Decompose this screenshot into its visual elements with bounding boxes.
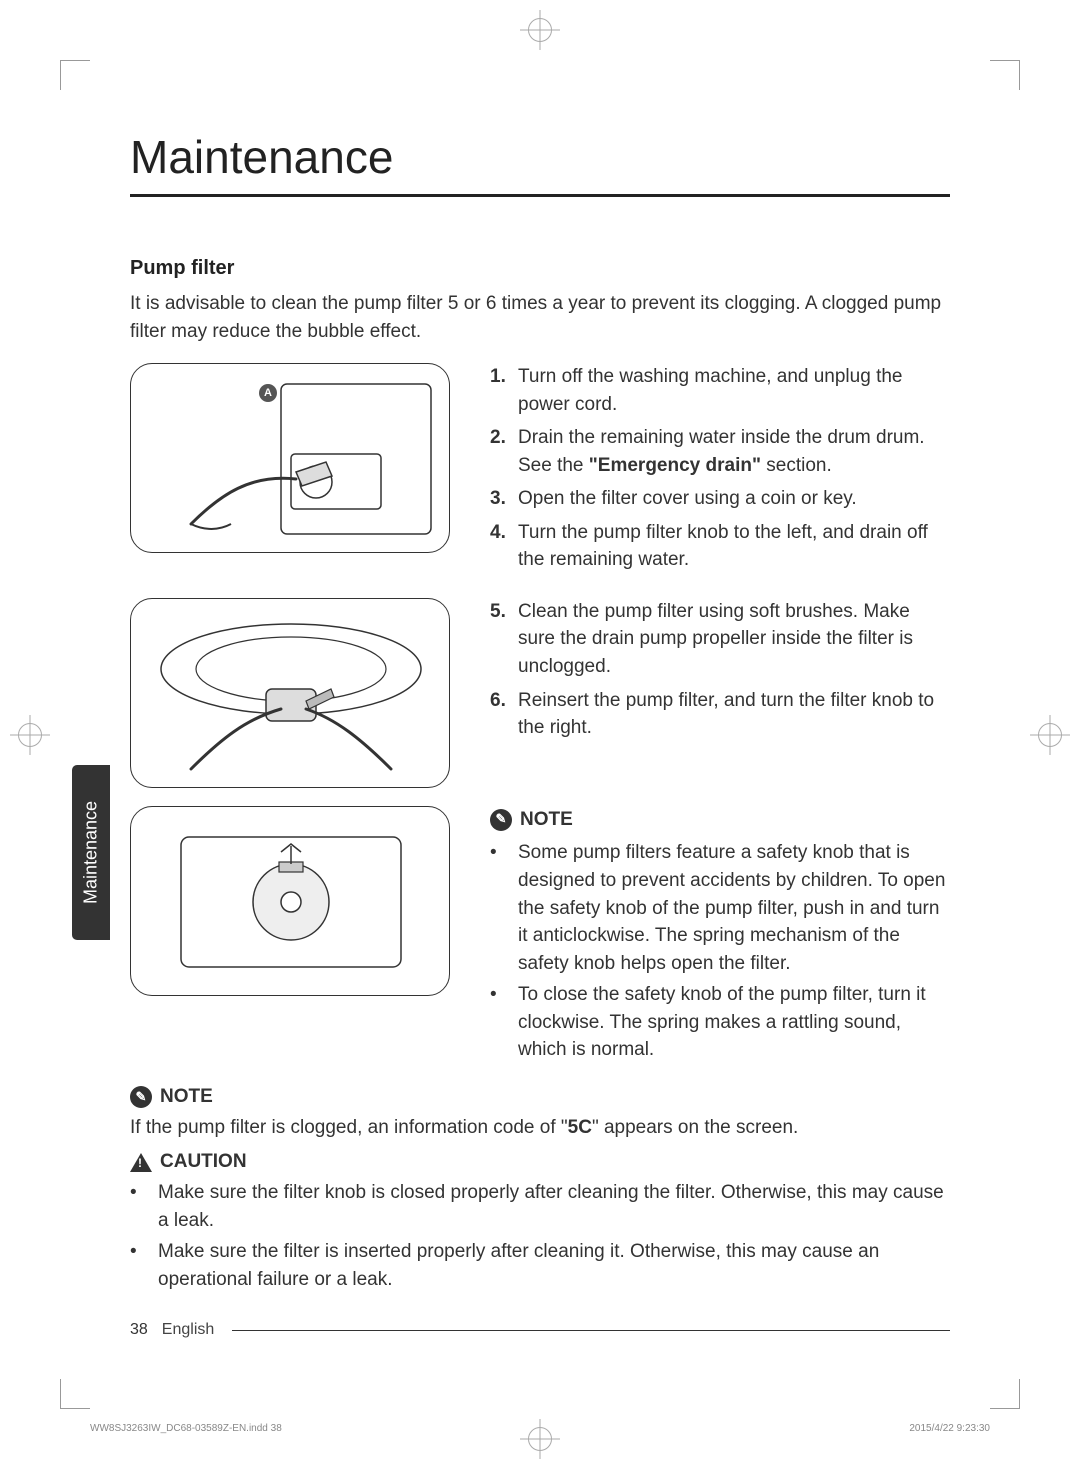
caution-label: CAUTION: [160, 1151, 247, 1173]
step-number: 4.: [490, 519, 518, 574]
figure-3: [130, 806, 450, 996]
footer-rule: [232, 1330, 950, 1331]
caution-list: Make sure the filter knob is closed prop…: [130, 1179, 950, 1293]
step-item: 3.Open the filter cover using a coin or …: [490, 485, 950, 513]
crop-mark: [990, 1379, 1020, 1409]
step-item: 6.Reinsert the pump filter, and turn the…: [490, 687, 950, 742]
note-icon: ✎: [130, 1086, 152, 1108]
bullet-item: Some pump filters feature a safety knob …: [490, 839, 950, 977]
step-text: Open the filter cover using a coin or ke…: [518, 485, 950, 513]
callout-a-badge: A: [259, 384, 277, 402]
figure-text-row: ✎ NOTE Some pump filters feature a safet…: [130, 806, 950, 1068]
crop-mark: [990, 60, 1020, 90]
figure-3-illustration: [131, 807, 450, 996]
step-number: 2.: [490, 424, 518, 479]
imprint-right: 2015/4/22 9:23:30: [909, 1423, 990, 1434]
section-heading: Pump filter: [130, 257, 950, 280]
step-text: Turn off the washing machine, and unplug…: [518, 363, 950, 418]
content-area: Maintenance Maintenance Pump filter It i…: [130, 130, 950, 1339]
step-text: Drain the remaining water inside the dru…: [518, 424, 950, 479]
side-tab: Maintenance: [72, 765, 110, 940]
figure-1-illustration: [131, 364, 450, 553]
registration-mark: [520, 10, 560, 50]
step-item: 5.Clean the pump filter using soft brush…: [490, 598, 950, 681]
note-icon: ✎: [490, 809, 512, 831]
bullet-item: Make sure the filter knob is closed prop…: [130, 1179, 950, 1234]
crop-mark: [60, 60, 90, 90]
page-footer: 38 English: [130, 1321, 950, 1339]
registration-mark: [10, 715, 50, 755]
note-label: NOTE: [520, 806, 573, 834]
steps-col-b: 5.Clean the pump filter using soft brush…: [490, 598, 950, 788]
step-item: 4.Turn the pump filter knob to the left,…: [490, 519, 950, 574]
note-heading: ✎ NOTE: [490, 806, 950, 834]
registration-mark: [1030, 715, 1070, 755]
imprint-left: WW8SJ3263IW_DC68-03589Z-EN.indd 38: [90, 1423, 282, 1434]
step-number: 5.: [490, 598, 518, 681]
figure-2: [130, 598, 450, 788]
step-item: 1.Turn off the washing machine, and unpl…: [490, 363, 950, 418]
steps-col-a: 1.Turn off the washing machine, and unpl…: [490, 363, 950, 580]
caution-heading: CAUTION: [130, 1151, 950, 1173]
footer-language: English: [162, 1321, 214, 1339]
bullet-item: To close the safety knob of the pump fil…: [490, 981, 950, 1064]
note-heading: ✎ NOTE: [130, 1086, 950, 1108]
imprint-line: WW8SJ3263IW_DC68-03589Z-EN.indd 38 2015/…: [90, 1423, 990, 1434]
step-item: 2.Drain the remaining water inside the d…: [490, 424, 950, 479]
page: Maintenance Maintenance Pump filter It i…: [0, 0, 1080, 1469]
step-number: 6.: [490, 687, 518, 742]
step-number: 1.: [490, 363, 518, 418]
figure-text-row: 5.Clean the pump filter using soft brush…: [130, 598, 950, 788]
note2-text: If the pump filter is clogged, an inform…: [130, 1114, 950, 1142]
crop-mark: [60, 1379, 90, 1409]
note-label: NOTE: [160, 1086, 213, 1108]
step-text: Turn the pump filter knob to the left, a…: [518, 519, 950, 574]
step-text: Clean the pump filter using soft brushes…: [518, 598, 950, 681]
figure-1: A: [130, 363, 450, 553]
page-title: Maintenance: [130, 130, 950, 197]
step-text: Reinsert the pump filter, and turn the f…: [518, 687, 950, 742]
note1-col: ✎ NOTE Some pump filters feature a safet…: [490, 806, 950, 1068]
page-number: 38: [130, 1321, 148, 1339]
figure-text-row: A 1.Turn off the washing machine, and un…: [130, 363, 950, 580]
caution-icon: [130, 1153, 152, 1172]
bullet-item: Make sure the filter is inserted properl…: [130, 1238, 950, 1293]
step-number: 3.: [490, 485, 518, 513]
figure-2-illustration: [131, 599, 450, 788]
intro-paragraph: It is advisable to clean the pump filter…: [130, 290, 950, 345]
